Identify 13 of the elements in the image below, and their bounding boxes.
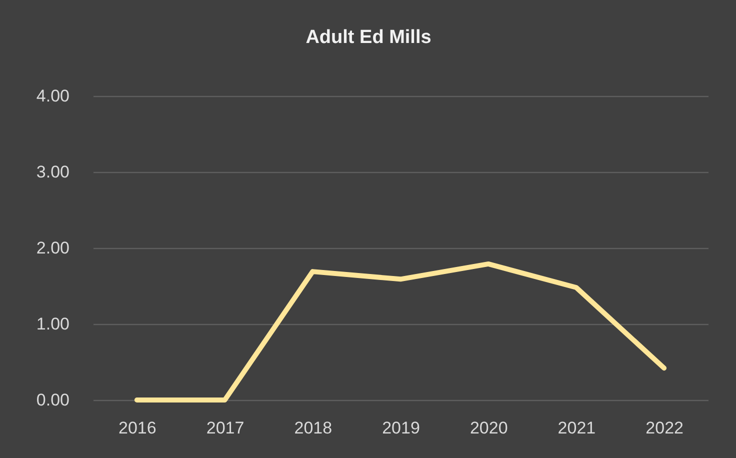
x-tick-label: 2021 — [558, 418, 596, 438]
y-tick-label: 0.00 — [36, 390, 70, 410]
chart-title: Adult Ed Mills — [306, 27, 432, 48]
y-tick-label: 4.00 — [36, 86, 70, 106]
x-tick-label: 2017 — [206, 418, 244, 438]
y-tick-label: 2.00 — [36, 238, 70, 258]
x-tick-label: 2018 — [294, 418, 332, 438]
y-tick-label: 3.00 — [36, 162, 70, 182]
x-tick-label: 2022 — [646, 418, 684, 438]
x-tick-label: 2020 — [470, 418, 508, 438]
x-tick-label: 2016 — [118, 418, 156, 438]
x-tick-label: 2019 — [382, 418, 420, 438]
y-tick-label: 1.00 — [36, 314, 70, 334]
